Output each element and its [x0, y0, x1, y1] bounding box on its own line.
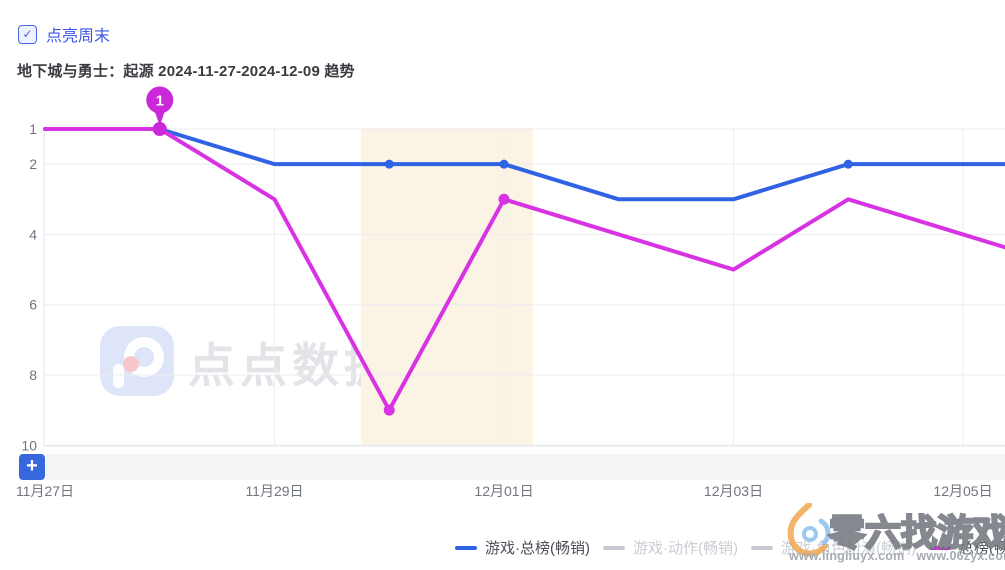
legend-item-game-action[interactable]: 游戏·动作(畅销) — [603, 537, 738, 558]
flame-logo-icon — [787, 503, 831, 557]
legend-item-overall[interactable]: 总榜(畅销) — [929, 537, 1005, 558]
data-point-dot — [499, 159, 509, 169]
x-axis-tick-label: 11月27日 — [16, 483, 74, 499]
corner-watermark-urls: www.lingliuyx.com www.06zyx.com — [789, 549, 1005, 563]
series-line — [43, 127, 1005, 413]
rank-marker-label: 1 — [156, 93, 164, 110]
data-point-dot — [498, 193, 510, 205]
add-button[interactable]: + — [19, 454, 45, 480]
corner-watermark-text: 零六找游戏 — [828, 511, 1005, 554]
y-axis-tick-label: 8 — [29, 367, 37, 383]
y-axis-tick-label: 1 — [29, 121, 37, 137]
x-axis-tick-label: 12月03日 — [704, 483, 763, 499]
watermark-url-2: www.06zyx.com — [916, 549, 1005, 563]
zoom-slider-track[interactable] — [46, 454, 1005, 480]
x-axis-tick-label: 11月29日 — [245, 483, 303, 499]
x-axis-tick-label: 12月05日 — [933, 483, 992, 499]
y-axis-tick-label: 6 — [29, 297, 37, 313]
weekend-toggle-label[interactable]: 点亮周末 — [46, 28, 111, 45]
legend-item-game-overall[interactable]: 游戏·总榜(畅销) — [455, 537, 590, 558]
weekend-highlight-band — [361, 128, 534, 446]
rank-marker-balloon — [146, 86, 174, 114]
legend-swatch-magenta — [929, 545, 951, 550]
legend-swatch-gray2 — [751, 545, 773, 550]
rank-marker-point — [152, 122, 167, 136]
chart-title: 地下城与勇士：起源 2024-11-27-2024-12-09 趋势 — [17, 63, 355, 80]
legend-swatch-gray — [603, 545, 625, 550]
data-point-dot — [843, 159, 853, 169]
weekend-highlight-toggle[interactable]: ✓ 点亮周末 — [18, 22, 110, 46]
diandian-logo-icon — [100, 326, 174, 396]
watermark-url-1: www.lingliuyx.com — [789, 549, 905, 563]
y-axis-tick-label: 4 — [29, 226, 37, 242]
x-axis-tick-label: 12月01日 — [474, 483, 533, 499]
y-axis-tick-label: 2 — [29, 156, 37, 172]
data-point-dot — [384, 159, 394, 169]
data-point-dot — [383, 404, 395, 416]
trend-chart-canvas[interactable]: 1 1 2 4 6 8 10 11月27日 11月29日 12月01日 12月03日 12月05日 — [0, 0, 1005, 520]
legend-swatch-blue — [455, 545, 477, 550]
y-axis-tick-label: 10 — [21, 437, 37, 453]
checkbox-checked-icon[interactable]: ✓ — [18, 24, 37, 44]
series-line — [43, 127, 1005, 202]
